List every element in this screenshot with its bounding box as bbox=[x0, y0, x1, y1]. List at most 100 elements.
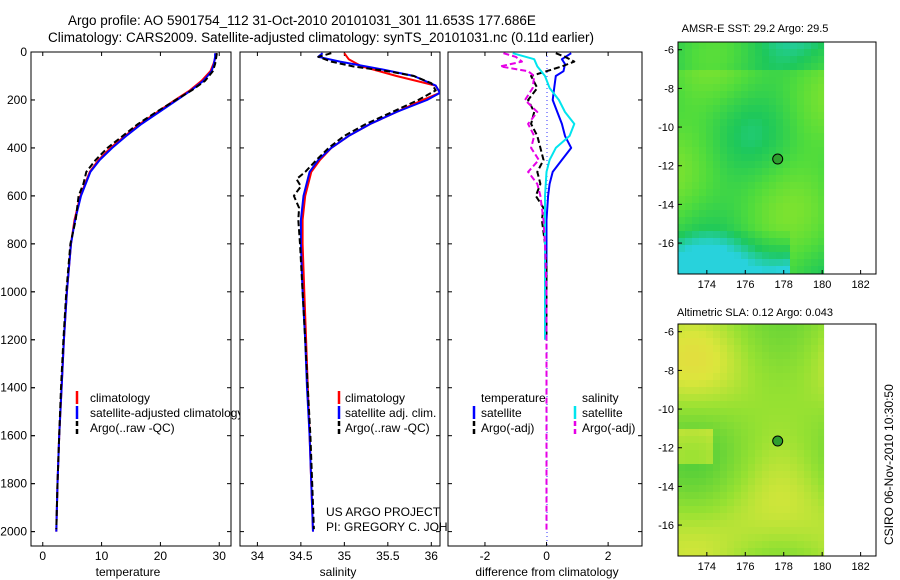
map-cell bbox=[727, 366, 734, 373]
map-cell bbox=[713, 49, 720, 56]
map-cell bbox=[727, 443, 734, 450]
map-cell bbox=[762, 464, 769, 471]
map-cell bbox=[713, 196, 720, 203]
sla-map-panel: Altimetric SLA: 0.12 Argo: 0.043 174 176 1… bbox=[658, 307, 877, 573]
map-cell bbox=[699, 70, 706, 77]
map-cell bbox=[713, 408, 720, 415]
map-cell bbox=[804, 429, 811, 436]
map-cell bbox=[720, 161, 727, 168]
map-cell bbox=[727, 499, 734, 506]
map-cell bbox=[734, 98, 741, 105]
map-cell bbox=[741, 91, 748, 98]
x-tick-label: 0 bbox=[543, 549, 550, 563]
map-cell bbox=[734, 175, 741, 182]
map-cell bbox=[699, 140, 706, 147]
map-cell bbox=[678, 506, 685, 513]
map-cell bbox=[678, 436, 685, 443]
map-cell bbox=[783, 527, 790, 534]
map-cell bbox=[734, 77, 741, 84]
map-cell bbox=[706, 231, 713, 238]
map-cell bbox=[776, 478, 783, 485]
map-cell bbox=[706, 506, 713, 513]
x-tick-label: 35 bbox=[338, 549, 352, 563]
map-cell bbox=[734, 112, 741, 119]
map-cell bbox=[811, 548, 818, 555]
map-cell bbox=[769, 534, 776, 541]
map-cell bbox=[713, 471, 720, 478]
map-cell bbox=[678, 415, 685, 422]
map-cell bbox=[776, 77, 783, 84]
map-cell bbox=[678, 231, 685, 238]
map-cell bbox=[790, 224, 797, 231]
map-cell bbox=[776, 513, 783, 520]
map-cell bbox=[713, 112, 720, 119]
map-cell bbox=[734, 513, 741, 520]
map-cell bbox=[720, 338, 727, 345]
map-cell bbox=[804, 457, 811, 464]
map-cell bbox=[797, 492, 804, 499]
sst-xticks: 174 176 178 180 182 bbox=[698, 270, 870, 291]
map-cell bbox=[783, 259, 790, 266]
map-cell bbox=[783, 422, 790, 429]
map-cell bbox=[706, 366, 713, 373]
map-cell bbox=[699, 366, 706, 373]
sst-argo-marker bbox=[772, 153, 784, 165]
map-cell bbox=[727, 471, 734, 478]
map-cell bbox=[811, 147, 818, 154]
map-cell bbox=[776, 450, 783, 457]
lon-tick-label: 180 bbox=[813, 561, 831, 573]
map-cell bbox=[741, 534, 748, 541]
map-cell bbox=[762, 415, 769, 422]
map-cell bbox=[797, 154, 804, 161]
map-cell bbox=[720, 345, 727, 352]
map-cell bbox=[783, 56, 790, 63]
map-cell bbox=[727, 133, 734, 140]
map-cell bbox=[818, 147, 825, 154]
map-cell bbox=[706, 450, 713, 457]
map-cell bbox=[783, 457, 790, 464]
map-cell bbox=[720, 42, 727, 49]
map-cell bbox=[783, 429, 790, 436]
map-cell bbox=[720, 534, 727, 541]
map-cell bbox=[748, 422, 755, 429]
map-cell bbox=[678, 252, 685, 259]
map-cell bbox=[755, 331, 762, 338]
map-cell bbox=[769, 471, 776, 478]
map-cell bbox=[769, 91, 776, 98]
map-cell bbox=[811, 168, 818, 175]
map-cell bbox=[811, 231, 818, 238]
map-cell bbox=[678, 394, 685, 401]
map-cell bbox=[790, 154, 797, 161]
map-cell bbox=[755, 527, 762, 534]
map-cell bbox=[769, 422, 776, 429]
map-cell bbox=[804, 471, 811, 478]
map-cell bbox=[797, 238, 804, 245]
map-cell bbox=[762, 492, 769, 499]
map-cell bbox=[706, 429, 713, 436]
map-cell bbox=[720, 196, 727, 203]
map-cell bbox=[818, 471, 825, 478]
map-cell bbox=[741, 373, 748, 380]
temperature-axes-box bbox=[30, 51, 232, 547]
map-cell bbox=[748, 338, 755, 345]
map-cell bbox=[678, 196, 685, 203]
map-cell bbox=[748, 387, 755, 394]
map-cell bbox=[783, 331, 790, 338]
map-cell bbox=[762, 338, 769, 345]
map-cell bbox=[685, 450, 692, 457]
map-cell bbox=[811, 126, 818, 133]
map-cell bbox=[678, 331, 685, 338]
series-line-2 bbox=[527, 52, 576, 340]
map-cell bbox=[755, 217, 762, 224]
map-cell bbox=[720, 429, 727, 436]
legend-label-sal-argo: Argo(-adj) bbox=[582, 421, 635, 435]
map-cell bbox=[720, 266, 727, 273]
map-cell bbox=[783, 324, 790, 331]
map-cell bbox=[685, 485, 692, 492]
map-cell bbox=[706, 175, 713, 182]
map-cell bbox=[790, 331, 797, 338]
map-cell bbox=[720, 231, 727, 238]
map-cell bbox=[734, 485, 741, 492]
map-cell bbox=[678, 366, 685, 373]
lon-tick-label: 176 bbox=[736, 279, 754, 291]
